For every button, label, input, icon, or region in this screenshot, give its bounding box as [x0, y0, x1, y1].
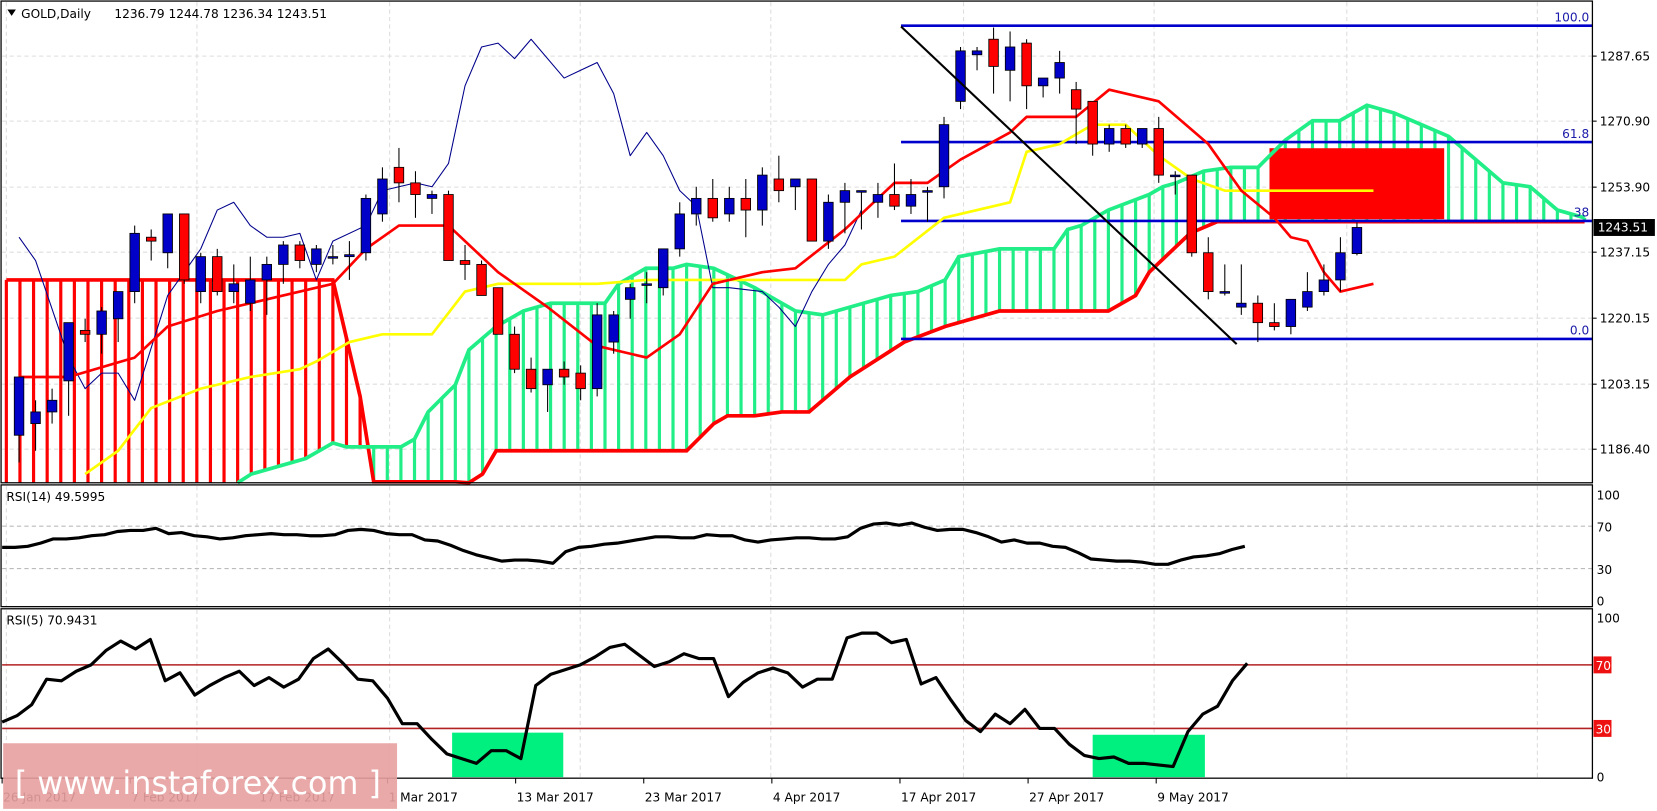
svg-text:23 Mar 2017: 23 Mar 2017: [645, 790, 722, 804]
resistance-zone: [1269, 148, 1445, 220]
svg-text:100: 100: [1597, 489, 1620, 503]
svg-text:17 Apr 2017: 17 Apr 2017: [901, 790, 976, 804]
svg-text:1270.90: 1270.90: [1600, 114, 1650, 128]
chart-header: GOLD,Daily 1236.79 1244.78 1236.34 1243.…: [7, 7, 327, 21]
svg-text:1203.15: 1203.15: [1600, 377, 1650, 391]
ohlc-values: 1236.79 1244.78 1236.34 1243.51: [114, 7, 327, 21]
svg-text:0: 0: [1597, 770, 1605, 784]
svg-text:70: 70: [1596, 659, 1611, 673]
svg-text:70: 70: [1597, 520, 1612, 534]
svg-text:30: 30: [1596, 723, 1611, 737]
symbol-timeframe: GOLD,Daily: [21, 7, 91, 21]
rsi14-label: RSI(14) 49.5995: [6, 490, 105, 504]
svg-text:61.8: 61.8: [1562, 127, 1589, 141]
price-axis: 1287.65 1270.90 1253.90 1237.15 1220.15 1203.…: [1592, 49, 1655, 784]
ichimoku-lines: [18, 38, 1374, 476]
dropdown-triangle-icon[interactable]: [7, 9, 16, 16]
svg-text:100.0: 100.0: [1554, 10, 1589, 24]
svg-text:1287.65: 1287.65: [1600, 49, 1650, 63]
rsi5-panel: [1, 631, 1593, 778]
svg-text:0.0: 0.0: [1570, 324, 1589, 338]
svg-text:0: 0: [1597, 595, 1605, 609]
svg-text:4 Apr 2017: 4 Apr 2017: [773, 790, 840, 804]
watermark-text: [ www.instaforex.com ]: [15, 766, 381, 802]
grid: [2, 2, 1593, 779]
svg-text:38: 38: [1574, 206, 1589, 220]
svg-text:27 Apr 2017: 27 Apr 2017: [1029, 790, 1104, 804]
svg-text:100: 100: [1597, 612, 1620, 626]
svg-text:1 Mar 2017: 1 Mar 2017: [389, 790, 458, 804]
watermark: [ www.instaforex.com ]: [3, 743, 398, 809]
svg-text:9 May 2017: 9 May 2017: [1157, 790, 1229, 804]
candlesticks: [13, 27, 1363, 463]
svg-text:1237.15: 1237.15: [1600, 245, 1650, 259]
svg-text:1243.51: 1243.51: [1598, 221, 1648, 235]
frames: [0, 0, 1594, 779]
svg-text:30: 30: [1597, 563, 1612, 577]
downtrend-line[interactable]: [900, 25, 1238, 345]
svg-text:1253.90: 1253.90: [1600, 180, 1650, 194]
rsi14-panel: [2, 521, 1246, 566]
svg-text:13 Mar 2017: 13 Mar 2017: [517, 790, 594, 804]
svg-text:1220.15: 1220.15: [1600, 311, 1650, 325]
svg-text:1186.40: 1186.40: [1600, 442, 1650, 456]
rsi5-label: RSI(5) 70.9431: [6, 614, 97, 628]
fibonacci-retracement[interactable]: 100.0 61.8 38 0.0: [901, 10, 1593, 341]
